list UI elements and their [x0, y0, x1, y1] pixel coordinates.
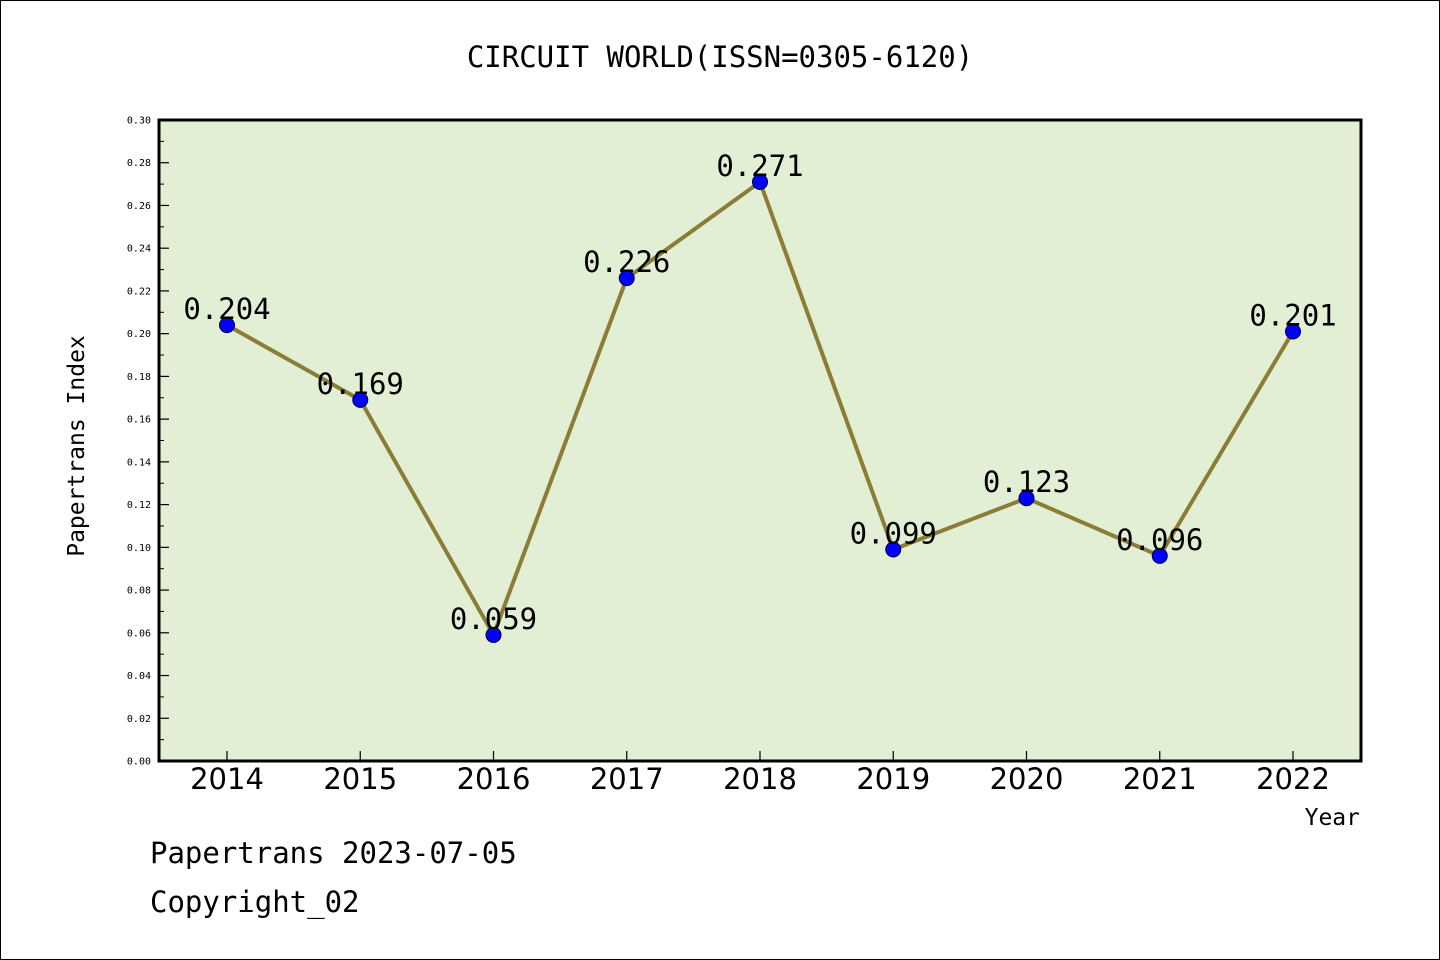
plot-area	[157, 118, 1363, 763]
y-tick-label: 0.24	[127, 244, 151, 255]
x-tick-label: 2022	[1256, 762, 1330, 796]
footer-copyright: Copyright_02	[150, 885, 360, 919]
data-markers	[219, 173, 1301, 643]
y-tick-label: 0.12	[127, 500, 151, 511]
y-tick-label: 0.04	[127, 671, 151, 682]
data-point	[485, 626, 502, 643]
data-label: 0.059	[450, 602, 537, 636]
data-point	[352, 391, 369, 408]
data-point	[1285, 323, 1301, 340]
data-label: 0.123	[983, 465, 1070, 499]
data-point	[1018, 490, 1035, 507]
y-axis: 0.00 0.02 0.04 0.06 0.08 0.10 0.12 0.14 0.16 0.18…	[127, 116, 169, 768]
data-point	[752, 173, 768, 190]
data-label: 0.201	[1249, 299, 1336, 333]
y-tick-label: 0.26	[127, 201, 151, 212]
y-tick-label: 0.30	[127, 116, 151, 127]
data-label: 0.271	[716, 149, 803, 183]
y-tick-label: 0.02	[127, 714, 151, 725]
y-axis-label: Papertrans Index	[64, 335, 90, 557]
y-tick-label: 0.20	[127, 329, 151, 340]
data-label: 0.226	[583, 245, 670, 279]
y-tick-label: 0.08	[127, 586, 151, 597]
y-tick-label: 0.06	[127, 628, 151, 639]
y-tick-label: 0.14	[127, 457, 151, 468]
y-tick-label: 0.10	[127, 543, 151, 554]
x-tick-label: 2019	[856, 762, 930, 796]
x-tick-label: 2015	[323, 762, 397, 796]
y-tick-label: 0.28	[127, 158, 151, 169]
x-axis-label: Year	[1305, 805, 1360, 831]
footer-date: Papertrans 2023-07-05	[150, 836, 517, 870]
data-point	[219, 317, 235, 334]
data-point	[885, 541, 902, 558]
data-labels: 0.204 0.169 0.059 0.226 0.271 0.099 0.123 0.096…	[183, 149, 1336, 636]
x-tick-label: 2014	[190, 762, 264, 796]
data-point	[618, 270, 635, 287]
data-label: 0.096	[1116, 523, 1203, 557]
x-tick-label: 2016	[457, 762, 531, 796]
x-tick-label: 2017	[590, 762, 664, 796]
y-tick-label: 0.22	[127, 286, 151, 297]
x-tick-label: 2020	[990, 762, 1064, 796]
data-point	[1151, 547, 1168, 564]
y-tick-label: 0.16	[127, 415, 151, 426]
y-tick-label: 0.18	[127, 372, 151, 383]
x-axis: 2014 2015 2016 2017 2018 2019 2020 2021 2022	[190, 751, 1330, 796]
y-tick-label: 0.00	[127, 757, 151, 768]
x-tick-label: 2018	[723, 762, 797, 796]
data-label: 0.099	[850, 516, 937, 550]
data-label: 0.204	[183, 292, 270, 326]
data-label: 0.169	[317, 367, 404, 401]
x-tick-label: 2021	[1123, 762, 1197, 796]
chart-title: CIRCUIT WORLD(ISSN=0305-6120)	[467, 40, 973, 74]
